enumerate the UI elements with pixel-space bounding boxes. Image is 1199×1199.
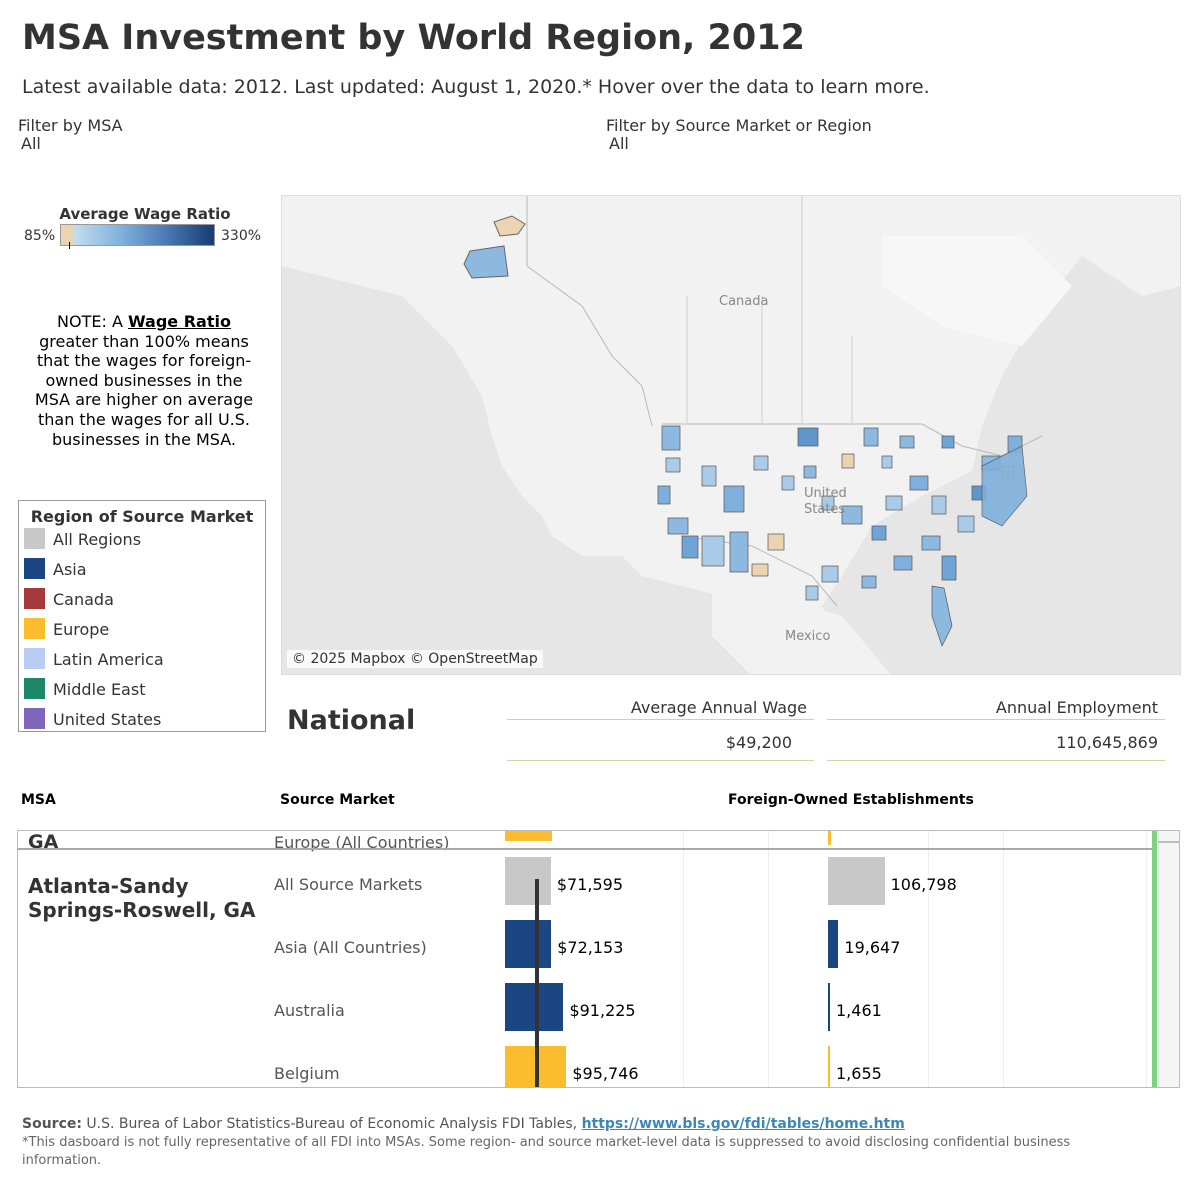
scrollbar-grip[interactable] [1158,841,1179,843]
note-text: greater than 100% means that the wages f… [34,331,254,449]
msa-map[interactable]: Canada United States Mexico [281,195,1181,675]
legend-label: Middle East [53,680,146,699]
prev-wage-bar[interactable] [505,831,552,841]
legend-title: Region of Source Market [30,507,254,526]
prev-msa-label: GA [28,831,59,853]
page-title: MSA Investment by World Region, 2012 [22,18,805,58]
establishment-value-label: 1,655 [836,1064,882,1083]
wage-bar[interactable] [505,983,564,1031]
gridline [1146,831,1147,1087]
region-legend: Region of Source Market All Regions Asia… [18,500,266,732]
map-canvas[interactable] [282,196,1181,675]
legend-swatch [24,708,45,729]
national-wage-reference-line [534,879,539,1087]
national-label: National [287,705,416,736]
source-text: U.S. Burea of Labor Statistics-Bureau of… [81,1116,582,1132]
msa-table[interactable]: GA Europe (All Countries) Atlanta-Sandy … [17,830,1180,1088]
map-label-mexico: Mexico [785,629,831,644]
note-prefix: NOTE: A [57,312,128,331]
msa-separator [18,848,1154,850]
gridline [683,831,684,1087]
establishment-bar[interactable] [828,857,885,905]
msa-filter-label: Filter by MSA [18,116,123,135]
gridline [928,831,929,1087]
wage-ratio-max: 330% [221,228,262,244]
legend-label: Europe [53,620,110,639]
footnote: *This dasboard is not fully representati… [22,1135,1071,1168]
establishment-value-label: 1,461 [836,1001,882,1020]
col-header-establishments: Foreign-Owned Establishments [728,792,974,808]
legend-label: Latin America [53,650,164,669]
wage-bar[interactable] [505,920,552,968]
employment-header: Annual Employment [995,698,1158,717]
wage-value-label: $91,225 [569,1001,636,1020]
establishment-value-label: 106,798 [890,875,957,894]
prev-establishment-bar[interactable] [828,831,831,845]
wage-value-label: $95,746 [572,1064,639,1083]
employment-value: 110,645,869 [1056,733,1158,752]
legend-swatch [24,588,45,609]
legend-swatch [24,528,45,549]
wage-ratio-min: 85% [24,228,56,244]
map-label-canada: Canada [719,294,769,309]
gridline [768,831,769,1087]
legend-swatch [24,618,45,639]
avg-wage-value: $49,200 [725,733,792,752]
legend-label: All Regions [53,530,142,549]
wage-ratio-color-bar [60,224,215,246]
source-label: Australia [274,1001,345,1020]
legend-label: Asia [53,560,87,579]
msa-filter-dropdown[interactable]: All [21,134,41,153]
map-attribution[interactable]: © 2025 Mapbox © OpenStreetMap [287,650,543,668]
establishment-bar[interactable] [828,920,839,968]
source-label: Belgium [274,1064,340,1083]
wage-ratio-term: Wage Ratio [127,312,231,331]
establishment-bar[interactable] [828,983,830,1031]
msa-name: Atlanta-Sandy Springs-Roswell, GA [28,874,255,922]
divider [507,719,814,720]
legend-label: United States [53,710,162,729]
wage-ratio-marker [69,242,70,249]
msa-name-line: Atlanta-Sandy [28,874,189,898]
source-label: Asia (All Countries) [274,938,427,957]
source-line: Source: U.S. Burea of Labor Statistics-B… [22,1116,905,1132]
avg-wage-header: Average Annual Wage [630,698,807,717]
source-link[interactable]: https://www.bls.gov/fdi/tables/home.htm [581,1116,905,1132]
establishment-value-label: 19,647 [844,938,901,957]
legend-swatch [24,558,45,579]
col-header-msa: MSA [21,792,56,808]
legend-swatch [24,648,45,669]
divider [507,760,814,761]
wage-value-label: $71,595 [556,875,624,894]
source-filter-dropdown[interactable]: All [609,134,629,153]
wage-ratio-scale-title: Average Wage Ratio [59,205,231,223]
wage-value-label: $72,153 [557,938,624,957]
divider [827,719,1165,720]
divider [827,760,1165,761]
col-header-source-market: Source Market [280,792,395,808]
wage-ratio-note: NOTE: A Wage Ratio greater than 100% mea… [26,312,262,449]
gridline [1003,831,1004,1087]
msa-name-line: Springs-Roswell, GA [28,898,256,922]
page-subtitle: Latest available data: 2012. Last update… [22,76,930,98]
scrollbar-thumb[interactable] [1152,831,1157,1087]
map-label-united-states: United States [804,486,847,517]
legend-swatch [24,678,45,699]
wage-bar[interactable] [505,857,551,905]
source-filter-label: Filter by Source Market or Region [606,116,872,135]
establishment-bar[interactable] [828,1046,830,1087]
source-label: All Source Markets [274,875,423,894]
legend-label: Canada [53,590,114,609]
scrollbar-track[interactable] [1158,831,1179,1087]
prev-source-label: Europe (All Countries) [274,833,450,852]
source-label: Source: [22,1116,82,1132]
